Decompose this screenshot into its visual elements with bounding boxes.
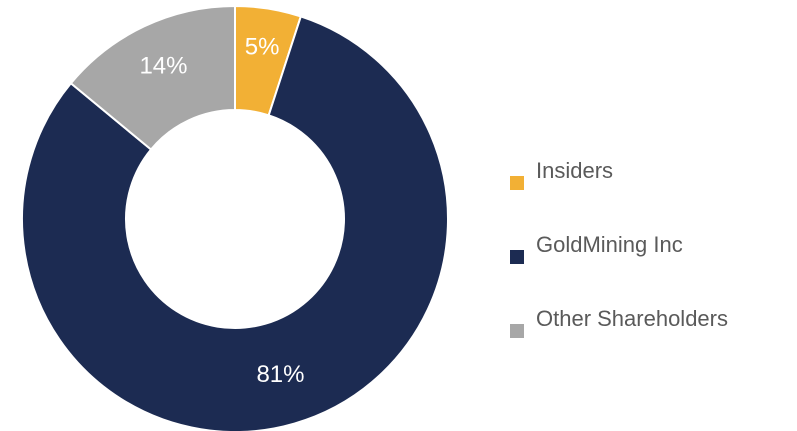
chart-legend: Insiders GoldMining Inc Other Shareholde…	[510, 150, 790, 372]
data-label-insiders: 5%	[245, 33, 280, 60]
donut-data-labels: 5% 81% 14%	[139, 33, 304, 387]
donut-slice-goldmining	[21, 15, 449, 431]
donut-slices	[21, 4, 449, 431]
donut-slice-other-shareholders	[69, 4, 236, 151]
legend-swatch-goldmining	[510, 250, 524, 264]
legend-swatch-other-shareholders	[510, 324, 524, 338]
legend-label-insiders: Insiders	[536, 158, 614, 183]
legend-label-other-shareholders: Other Shareholders	[536, 306, 728, 331]
legend-swatch-insiders	[510, 176, 524, 190]
legend-item-goldmining: GoldMining Inc	[510, 224, 790, 298]
data-label-goldmining: 81%	[256, 361, 304, 388]
legend-item-insiders: Insiders	[510, 150, 790, 224]
legend-label-goldmining: GoldMining Inc	[536, 232, 683, 257]
legend-item-other-shareholders: Other Shareholders	[510, 298, 790, 372]
data-label-other-shareholders: 14%	[139, 52, 187, 79]
